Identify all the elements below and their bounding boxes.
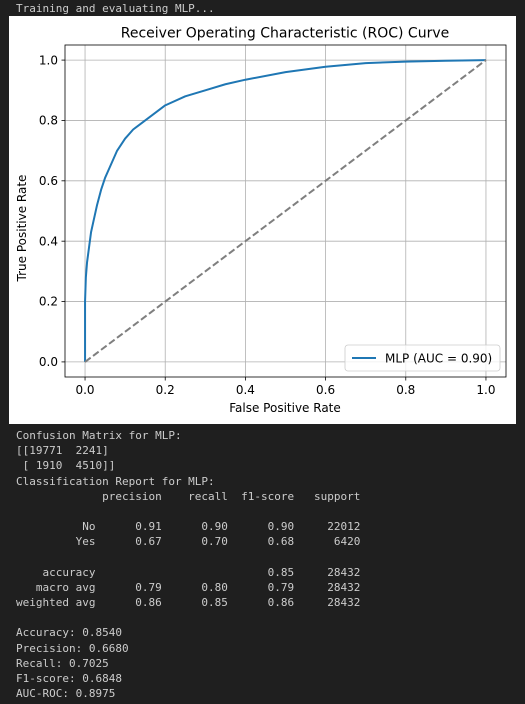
roc-chart: 0.0 0.2 0.4 0.6 0.8 1.0 0.0 0.2 0.4 0.6 0.8 1.0 Rec… bbox=[9, 16, 516, 424]
summary-row: accuracy 0.85 28432 bbox=[16, 565, 361, 579]
metric-line: Precision: 0.6680 bbox=[16, 641, 129, 655]
x-tick-label: 0.4 bbox=[236, 383, 255, 397]
blank-line bbox=[16, 550, 360, 565]
x-tick-label: 1.0 bbox=[476, 383, 495, 397]
legend: MLP (AUC = 0.90) bbox=[344, 344, 501, 372]
confusion-title: Confusion Matrix for MLP: bbox=[16, 429, 182, 442]
metric-line: F1-score: 0.6848 bbox=[16, 672, 122, 685]
blank-line bbox=[16, 504, 360, 519]
metric-line: AUC-ROC: 0.8975 bbox=[16, 687, 116, 701]
plot-series bbox=[84, 59, 487, 363]
legend-box bbox=[344, 344, 501, 372]
x-tick-label: 0.0 bbox=[75, 383, 94, 397]
chance-diagonal-line bbox=[84, 59, 487, 363]
metric-line: Accuracy: 0.8540 bbox=[16, 626, 122, 640]
summary-row: macro avg 0.79 0.80 0.79 28432 bbox=[16, 580, 361, 594]
y-tick-label: 0.0 bbox=[39, 355, 58, 369]
chart-title: Receiver Operating Characteristic (ROC) … bbox=[121, 26, 450, 42]
summary-row: weighted avg 0.86 0.85 0.86 28432 bbox=[16, 596, 361, 610]
y-tick-label: 1.0 bbox=[39, 53, 58, 67]
roc-plot-panel: 0.0 0.2 0.4 0.6 0.8 1.0 0.0 0.2 0.4 0.6 0.8 1.0 Rec… bbox=[9, 16, 516, 424]
confusion-row: [[19771 2241] bbox=[16, 444, 109, 458]
grid-lines bbox=[65, 45, 506, 377]
x-tick-label: 0.8 bbox=[396, 383, 415, 397]
y-axis-label: True Positive Rate bbox=[15, 175, 29, 283]
y-tick-label: 0.4 bbox=[39, 234, 58, 248]
blank-line bbox=[16, 610, 360, 625]
classification-title: Classification Report for MLP: bbox=[16, 474, 215, 488]
evaluation-report: Confusion Matrix for MLP: [[19771 2241] [… bbox=[16, 428, 360, 701]
status-line: Training and evaluating MLP... bbox=[16, 2, 215, 15]
report-header: precision recall f1-score support bbox=[16, 489, 361, 503]
x-tick-label: 0.2 bbox=[156, 383, 175, 397]
axes-frame bbox=[64, 44, 507, 378]
metric-line: Recall: 0.7025 bbox=[16, 656, 109, 670]
y-tick-label: 0.2 bbox=[39, 295, 58, 309]
y-tick-label: 0.6 bbox=[39, 174, 58, 188]
roc-curve-line bbox=[84, 59, 486, 362]
confusion-row: [ 1910 4510]] bbox=[16, 459, 116, 473]
legend-entry-mlp: MLP (AUC = 0.90) bbox=[385, 352, 492, 366]
y-tick-label: 0.8 bbox=[39, 114, 58, 128]
class-row: Yes 0.67 0.70 0.68 6420 bbox=[16, 535, 361, 549]
class-row: No 0.91 0.90 0.90 22012 bbox=[16, 520, 361, 534]
axis-ticks: 0.0 0.2 0.4 0.6 0.8 1.0 0.0 0.2 0.4 0.6 0.8 1.0 bbox=[39, 53, 496, 397]
x-axis-label: False Positive Rate bbox=[229, 401, 341, 415]
x-tick-label: 0.6 bbox=[316, 383, 335, 397]
